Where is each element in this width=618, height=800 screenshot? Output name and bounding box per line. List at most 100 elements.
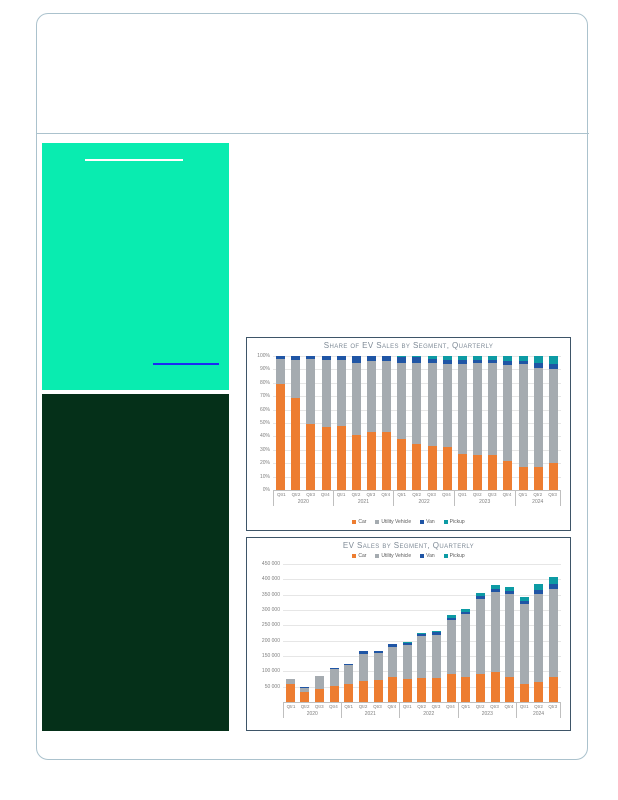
bar-segment-utility-vehicle [285, 679, 295, 684]
bar-slot [502, 564, 517, 702]
legend-label: Van [426, 553, 435, 559]
quarter-label: Qtr1 [286, 704, 296, 709]
bar-segment-car [488, 455, 498, 490]
bar-segment-utility-vehicle [336, 360, 346, 426]
bar-slot [334, 356, 349, 490]
bar-segment-car [358, 681, 368, 702]
y-tick-label: 0% [262, 487, 270, 493]
bar-segment-pickup [427, 356, 437, 359]
bar-segment-car [442, 447, 452, 490]
bar-slot [444, 564, 459, 702]
bar-segment-car [373, 679, 383, 702]
bar-segment-van [336, 356, 346, 361]
bar-segment-pickup [488, 356, 498, 361]
bar-slot [440, 356, 455, 490]
bar-segment-pickup [473, 356, 483, 361]
year-group: Qtr1 Qtr2 Qtr3 Qtr4 2022 [394, 490, 455, 506]
y-tick-label: 400 000 [261, 576, 280, 583]
bar-segment-van [315, 675, 325, 677]
bar-segment-van [488, 360, 498, 363]
y-tick-label: 450 000 [261, 561, 280, 567]
bar-segment-utility-vehicle [412, 362, 422, 445]
bar-segment-utility-vehicle [291, 360, 301, 398]
year-group: Qtr1 Qtr2 Qtr3 Qtr4 2022 [400, 702, 459, 718]
bar-segment-car [351, 435, 361, 490]
bar-segment-van [427, 358, 437, 363]
year-label: 2024 [532, 711, 545, 717]
bar-slot [488, 564, 503, 702]
stacked-bar [306, 356, 316, 490]
bar-segment-car [315, 689, 325, 702]
quarter-row: Qtr1 Qtr2 Qtr3 Qtr4 [455, 490, 515, 497]
stacked-bar [432, 564, 442, 702]
bar-segment-utility-vehicle [351, 362, 361, 436]
stacked-bar [475, 564, 485, 702]
bar-segment-pickup [503, 356, 513, 362]
cover-dark-green-block [42, 394, 229, 731]
legend: Car Utility Vehicle Van Pickup [247, 519, 570, 525]
bar-slot [394, 356, 409, 490]
bar-segment-van [412, 357, 422, 363]
bar-segment-utility-vehicle [503, 365, 513, 461]
bar-slot [485, 356, 500, 490]
bar-slot [531, 356, 546, 490]
bar-segment-car [446, 674, 456, 702]
bar-segment-pickup [549, 576, 559, 585]
bar-segment-van [432, 632, 442, 635]
y-tick-label: 70% [259, 393, 270, 400]
quarter-label: Qtr3 [306, 492, 316, 497]
bar-segment-van [518, 361, 528, 365]
bar-segment-pickup [432, 631, 442, 633]
bar-segment-utility-vehicle [534, 594, 544, 683]
legend-swatch [375, 520, 380, 524]
gridline [283, 610, 561, 611]
bar-segment-car [518, 467, 528, 490]
bar-segment-utility-vehicle [315, 676, 325, 690]
bar-segment-utility-vehicle [473, 362, 483, 456]
year-label: 2023 [481, 711, 493, 717]
stacked-bar [533, 356, 543, 490]
quarter-label: Qtr2 [351, 492, 361, 497]
y-tick-label: 100% [257, 353, 270, 359]
y-tick-label: 40% [259, 433, 270, 440]
quarter-label: Qtr3 [487, 492, 497, 497]
quarter-label: Qtr4 [504, 704, 514, 709]
bar-segment-utility-vehicle [358, 653, 368, 682]
quarter-label: Qtr3 [366, 492, 376, 497]
x-axis: Qtr1 Qtr2 Qtr3 Qtr4 2020 Qtr1 Qtr2 Qtr3 Qtr4 2021… [273, 490, 561, 506]
bar-segment-utility-vehicle [548, 369, 558, 464]
y-tick-label: 50% [259, 420, 270, 426]
year-label: 2024 [532, 499, 544, 505]
bar-segment-car [417, 678, 427, 702]
bar-segment-car [505, 676, 515, 702]
year-group: Qtr1 Qtr2 Qtr3 Qtr4 2020 [283, 702, 342, 718]
quarter-label: Qtr4 [445, 704, 455, 709]
bar-segment-pickup [457, 356, 467, 361]
bar-segment-pickup [417, 632, 427, 634]
legend-label: Car [358, 553, 367, 559]
bar-segment-utility-vehicle [533, 368, 543, 468]
stacked-bar [417, 564, 427, 702]
stacked-bar [276, 356, 286, 490]
plot-area: 100% 90% 80% 70% 60% 50% 40% 30% 20% 10% 0% [257, 353, 561, 493]
bar-segment-pickup [442, 356, 452, 361]
bar-segment-pickup [518, 356, 528, 362]
quarter-label: Qtr1 [397, 492, 407, 497]
bar-segment-pickup [461, 608, 471, 612]
bar-segment-pickup [475, 593, 485, 597]
quarter-label: Qtr3 [314, 704, 324, 709]
quarter-label: Qtr3 [431, 704, 441, 709]
stacked-bar [367, 356, 377, 490]
bar-segment-car [329, 686, 339, 702]
bar-segment-utility-vehicle [446, 620, 456, 675]
quarter-row: Qtr1 Qtr2 Qtr3 Qtr4 [400, 702, 458, 709]
bar-segment-utility-vehicle [417, 636, 427, 679]
bar-segment-van [490, 588, 500, 592]
bars [283, 564, 561, 702]
quarter-label: Qtr4 [381, 492, 391, 497]
bar-segment-utility-vehicle [490, 591, 500, 672]
legend-item: Van [420, 519, 435, 525]
stacked-bar [457, 356, 467, 490]
bar-slot [455, 356, 470, 490]
legend-swatch [443, 520, 448, 524]
